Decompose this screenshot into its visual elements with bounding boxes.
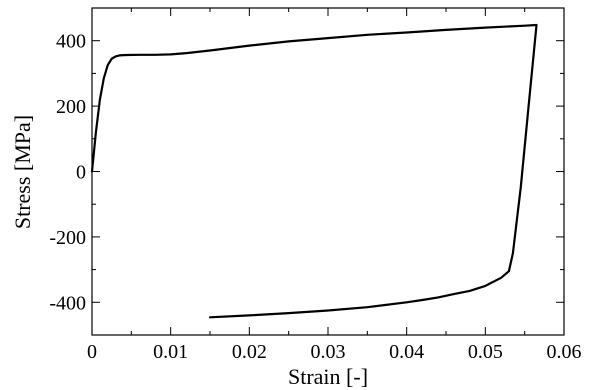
- x-tick-label: 0: [87, 341, 97, 363]
- plot-frame: [91, 7, 565, 336]
- y-tick-label: 0: [76, 162, 86, 184]
- y-tick-label: -200: [49, 227, 86, 249]
- x-tick-label: 0.02: [232, 341, 267, 363]
- x-axis-title: Strain [-]: [288, 364, 368, 389]
- y-axis-title: Stress [MPa]: [10, 115, 35, 229]
- y-tick-label: 200: [56, 96, 86, 118]
- x-tick-label: 0.06: [547, 341, 582, 363]
- x-tick-label: 0.03: [311, 341, 346, 363]
- x-tick-label: 0.04: [389, 341, 424, 363]
- y-tick-label: 400: [56, 31, 86, 53]
- series-line: [90, 23, 538, 319]
- x-tick-label: 0.05: [468, 341, 503, 363]
- x-tick-label: 0.01: [153, 341, 188, 363]
- y-tick-label: -400: [49, 292, 86, 314]
